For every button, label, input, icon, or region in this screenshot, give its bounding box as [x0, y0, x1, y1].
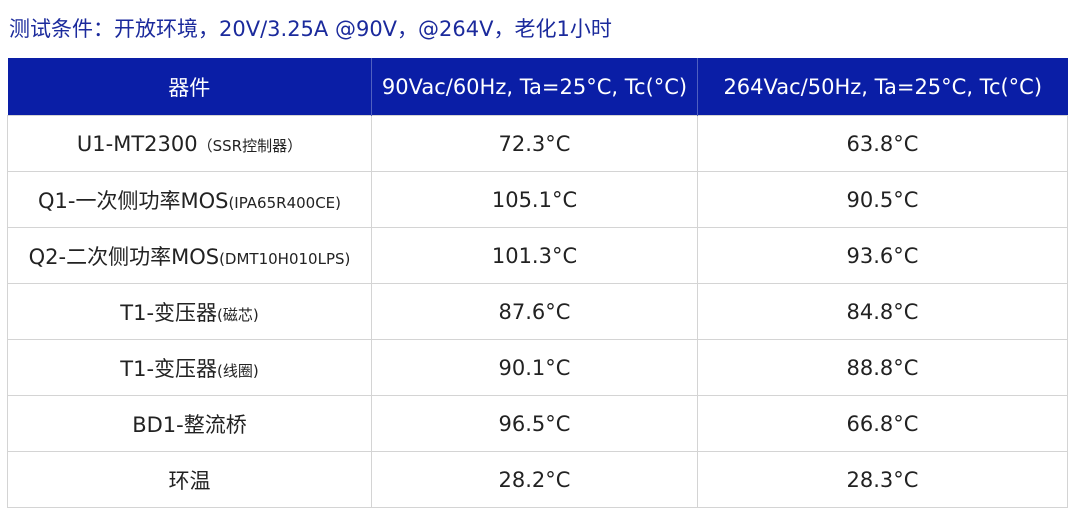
table-row: 环温 28.2°C 28.3°C — [7, 451, 1068, 508]
component-note: (DMT10H010LPS) — [219, 249, 351, 268]
temp-264v: 90.5°C — [697, 171, 1068, 228]
temp-90v: 105.1°C — [371, 171, 698, 228]
temp-90v: 96.5°C — [371, 395, 698, 452]
temp-90v: 28.2°C — [371, 451, 698, 508]
table-row: U1-MT2300（SSR控制器） 72.3°C 63.8°C — [7, 115, 1068, 172]
table-row: Q1-一次侧功率MOS(IPA65R400CE) 105.1°C 90.5°C — [7, 171, 1068, 228]
component-name: 环温 — [168, 468, 211, 493]
temp-264v: 28.3°C — [697, 451, 1068, 508]
component-cell: Q2-二次侧功率MOS(DMT10H010LPS) — [7, 227, 372, 284]
table-row: BD1-整流桥 96.5°C 66.8°C — [7, 395, 1068, 452]
temp-90v: 90.1°C — [371, 339, 698, 396]
temp-90v: 87.6°C — [371, 283, 698, 340]
temp-90v: 72.3°C — [371, 115, 698, 172]
component-name: U1-MT2300 — [76, 131, 198, 156]
component-note: (IPA65R400CE) — [228, 193, 342, 212]
temp-264v: 93.6°C — [697, 227, 1068, 284]
component-cell: T1-变压器(磁芯) — [7, 283, 372, 340]
header-264v: 264Vac/50Hz, Ta=25°C, Tc(°C) — [697, 58, 1068, 116]
component-name: BD1-整流桥 — [132, 412, 247, 437]
component-name: T1-变压器 — [120, 356, 218, 381]
component-name: Q2-二次侧功率MOS — [28, 244, 220, 269]
temp-264v: 66.8°C — [697, 395, 1068, 452]
component-cell: T1-变压器(线圈) — [7, 339, 372, 396]
temp-90v: 101.3°C — [371, 227, 698, 284]
component-cell: 环温 — [7, 451, 372, 508]
component-note: (磁芯) — [217, 305, 259, 324]
header-90v: 90Vac/60Hz, Ta=25°C, Tc(°C) — [371, 58, 698, 116]
component-name: Q1-一次侧功率MOS — [37, 188, 229, 213]
component-name: T1-变压器 — [120, 300, 218, 325]
component-cell: BD1-整流桥 — [7, 395, 372, 452]
temp-264v: 63.8°C — [697, 115, 1068, 172]
temp-264v: 84.8°C — [697, 283, 1068, 340]
component-note: (线圈) — [217, 361, 259, 380]
table-row: Q2-二次侧功率MOS(DMT10H010LPS) 101.3°C 93.6°C — [7, 227, 1068, 284]
component-cell: Q1-一次侧功率MOS(IPA65R400CE) — [7, 171, 372, 228]
page-title: 测试条件：开放环境，20V/3.25A @90V，@264V，老化1小时 — [9, 17, 612, 41]
table-row: T1-变压器(线圈) 90.1°C 88.8°C — [7, 339, 1068, 396]
component-note: （SSR控制器） — [197, 136, 303, 155]
temperature-table: 器件 90Vac/60Hz, Ta=25°C, Tc(°C) 264Vac/50… — [7, 58, 1068, 508]
table-header-row: 器件 90Vac/60Hz, Ta=25°C, Tc(°C) 264Vac/50… — [7, 58, 1068, 116]
component-cell: U1-MT2300（SSR控制器） — [7, 115, 372, 172]
header-component: 器件 — [7, 58, 372, 116]
temp-264v: 88.8°C — [697, 339, 1068, 396]
table-row: T1-变压器(磁芯) 87.6°C 84.8°C — [7, 283, 1068, 340]
